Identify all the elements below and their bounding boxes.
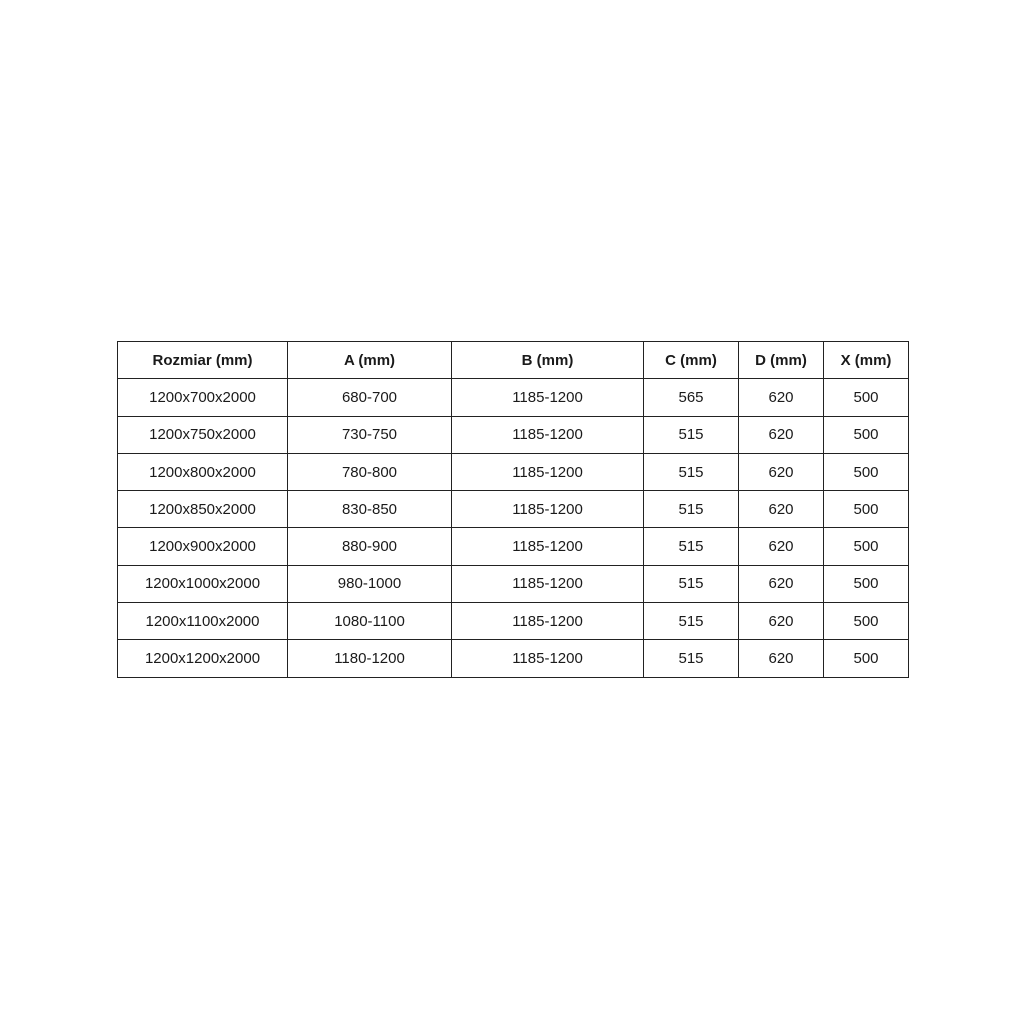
table-cell: 500 — [823, 602, 909, 641]
column-header: D (mm) — [738, 340, 824, 380]
header-row: Rozmiar (mm) A (mm) B (mm) C (mm) D (mm) X (m… — [117, 340, 909, 380]
table-cell: 620 — [738, 564, 824, 604]
table-cell: 830-850 — [287, 490, 452, 529]
table-cell: 515 — [643, 415, 739, 454]
column-header: A (mm) — [287, 340, 452, 380]
table-cell: 1200x900x2000 — [117, 527, 288, 566]
table-cell: 1180-1200 — [287, 639, 452, 678]
table-cell: 1185-1200 — [451, 378, 644, 417]
table-cell: 1185-1200 — [451, 527, 644, 566]
table-cell: 515 — [643, 452, 739, 492]
column-header: C (mm) — [643, 340, 739, 380]
table-cell: 500 — [823, 378, 909, 417]
table-cell: 1080-1100 — [287, 602, 452, 641]
table-cell: 565 — [643, 378, 739, 417]
table-cell: 1185-1200 — [451, 602, 644, 641]
table-cell: 620 — [738, 490, 824, 529]
column-header: Rozmiar (mm) — [117, 340, 288, 380]
table-cell: 1185-1200 — [451, 490, 644, 529]
table-cell: 730-750 — [287, 415, 452, 454]
table-cell: 1200x800x2000 — [117, 452, 288, 492]
table-row: 1200x750x2000 730-750 1185-1200 515 620 500 — [117, 415, 909, 454]
table-cell: 500 — [823, 564, 909, 604]
table-cell: 620 — [738, 639, 824, 678]
table-cell: 620 — [738, 415, 824, 454]
table-row: 1200x1100x2000 1080-1100 1185-1200 515 620 50… — [117, 602, 909, 641]
table-row: 1200x900x2000 880-900 1185-1200 515 620 500 — [117, 527, 909, 566]
table-cell: 515 — [643, 639, 739, 678]
table-cell: 1200x850x2000 — [117, 490, 288, 529]
table-cell: 1185-1200 — [451, 415, 644, 454]
table-cell: 500 — [823, 490, 909, 529]
table-cell: 620 — [738, 527, 824, 566]
table-cell: 880-900 — [287, 527, 452, 566]
table-cell: 1200x1200x2000 — [117, 639, 288, 678]
table-cell: 500 — [823, 527, 909, 566]
table-cell: 500 — [823, 415, 909, 454]
table-cell: 1200x1000x2000 — [117, 564, 288, 604]
column-header: B (mm) — [451, 340, 644, 380]
table-cell: 1185-1200 — [451, 639, 644, 678]
table-cell: 1185-1200 — [451, 564, 644, 604]
table-row: 1200x700x2000 680-700 1185-1200 565 620 500 — [117, 378, 909, 417]
table-cell: 515 — [643, 564, 739, 604]
table-cell: 620 — [738, 602, 824, 641]
table-cell: 515 — [643, 527, 739, 566]
table-row: 1200x1000x2000 980-1000 1185-1200 515 620 500 — [117, 564, 909, 604]
table-cell: 515 — [643, 490, 739, 529]
table-cell: 620 — [738, 452, 824, 492]
table-cell: 500 — [823, 452, 909, 492]
table-cell: 780-800 — [287, 452, 452, 492]
column-header: X (mm) — [823, 340, 909, 380]
table-row: 1200x1200x2000 1180-1200 1185-1200 515 620 50… — [117, 639, 909, 678]
table-cell: 620 — [738, 378, 824, 417]
table-cell: 515 — [643, 602, 739, 641]
table-cell: 1200x750x2000 — [117, 415, 288, 454]
table-cell: 1200x1100x2000 — [117, 602, 288, 641]
table-cell: 500 — [823, 639, 909, 678]
table-cell: 1200x700x2000 — [117, 378, 288, 417]
table-row: 1200x800x2000 780-800 1185-1200 515 620 500 — [117, 452, 909, 492]
table-cell: 680-700 — [287, 378, 452, 417]
table-cell: 980-1000 — [287, 564, 452, 604]
table-row: 1200x850x2000 830-850 1185-1200 515 620 500 — [117, 490, 909, 529]
dimensions-table: Rozmiar (mm) A (mm) B (mm) C (mm) D (mm) X (m… — [117, 340, 909, 678]
table-cell: 1185-1200 — [451, 452, 644, 492]
